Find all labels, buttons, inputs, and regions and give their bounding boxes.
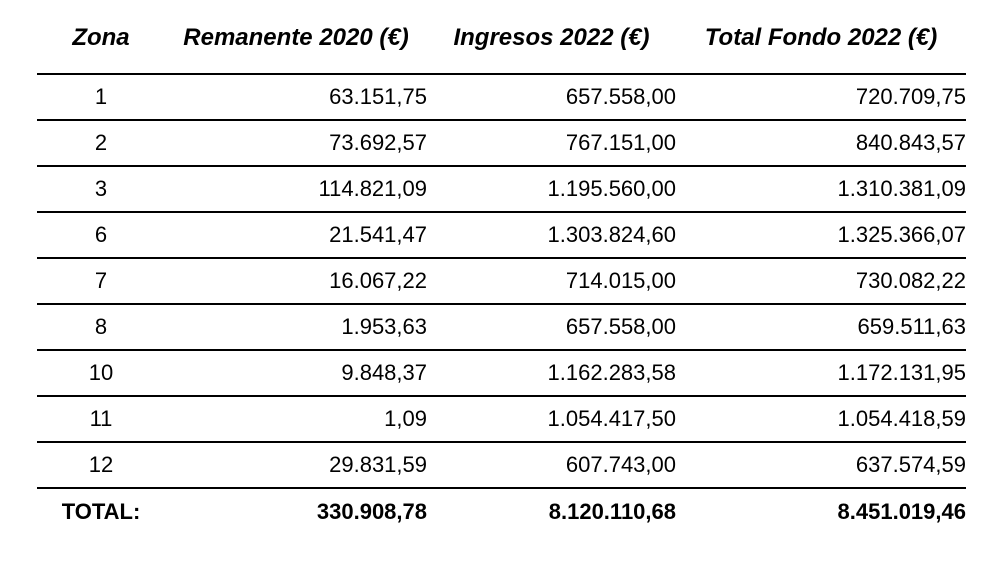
table-row: 10 9.848,37 1.162.283,58 1.172.131,95 — [37, 350, 966, 397]
table-row: 3 114.821,09 1.195.560,00 1.310.381,09 — [37, 166, 966, 213]
table-row: 8 1.953,63 657.558,00 659.511,63 — [37, 304, 966, 351]
table-row: 1 63.151,75 657.558,00 720.709,75 — [37, 74, 966, 121]
zona-cell: 3 — [37, 166, 165, 213]
total-remanente-cell: 330.908,78 — [316, 499, 427, 524]
table-row: 2 73.692,57 767.151,00 840.843,57 — [37, 120, 966, 167]
remanente-cell: 1.953,63 — [165, 304, 427, 351]
total-fondo-cell: 659.511,63 — [676, 304, 966, 351]
header-row: Zona Remanente 2020 (€) Ingresos 2022 (€… — [37, 2, 966, 75]
table-row: 6 21.541,47 1.303.824,60 1.325.366,07 — [37, 212, 966, 259]
ingresos-cell: 1.303.824,60 — [427, 212, 676, 259]
total-fondo-cell: 1.325.366,07 — [676, 212, 966, 259]
total-ingresos-cell: 8.120.110,68 — [548, 499, 676, 524]
header-remanente-2020: Remanente 2020 (€) — [165, 2, 427, 75]
ingresos-cell: 1.054.417,50 — [427, 396, 676, 443]
table-row: 7 16.067,22 714.015,00 730.082,22 — [37, 258, 966, 305]
table-row: 11 1,09 1.054.417,50 1.054.418,59 — [37, 396, 966, 443]
zona-cell: 2 — [37, 120, 165, 167]
ingresos-cell: 1.195.560,00 — [427, 166, 676, 213]
total-row: TOTAL: 330.908,78 8.120.110,68 8.451.019… — [37, 488, 966, 535]
table-row: 12 29.831,59 607.743,00 637.574,59 — [37, 442, 966, 489]
remanente-cell: 73.692,57 — [165, 120, 427, 167]
total-fondo-cell: 720.709,75 — [676, 74, 966, 121]
remanente-cell: 114.821,09 — [165, 166, 427, 213]
remanente-cell: 29.831,59 — [165, 442, 427, 489]
total-fondo-cell: 840.843,57 — [676, 120, 966, 167]
remanente-cell: 9.848,37 — [165, 350, 427, 397]
remanente-cell: 21.541,47 — [165, 212, 427, 259]
total-label: TOTAL: — [61, 499, 141, 524]
remanente-cell: 1,09 — [165, 396, 427, 443]
zona-cell: 10 — [37, 350, 165, 397]
ingresos-cell: 767.151,00 — [427, 120, 676, 167]
zona-cell: 6 — [37, 212, 165, 259]
zone-funds-table: Zona Remanente 2020 (€) Ingresos 2022 (€… — [37, 2, 966, 535]
table-body: 1 63.151,75 657.558,00 720.709,75 2 73.6… — [37, 74, 966, 535]
total-fondo-cell: 1.310.381,09 — [676, 166, 966, 213]
remanente-cell: 16.067,22 — [165, 258, 427, 305]
header-ingresos-2022: Ingresos 2022 (€) — [427, 2, 676, 75]
zona-cell: 1 — [37, 74, 165, 121]
total-fondo-cell: 1.054.418,59 — [676, 396, 966, 443]
remanente-cell: 63.151,75 — [165, 74, 427, 121]
ingresos-cell: 607.743,00 — [427, 442, 676, 489]
total-fondo-cell: 1.172.131,95 — [676, 350, 966, 397]
total-fondo-cell: 637.574,59 — [676, 442, 966, 489]
zona-cell: 7 — [37, 258, 165, 305]
ingresos-cell: 714.015,00 — [427, 258, 676, 305]
zona-cell: 11 — [37, 396, 165, 443]
table-header: Zona Remanente 2020 (€) Ingresos 2022 (€… — [37, 2, 966, 75]
header-zona: Zona — [37, 2, 165, 75]
zona-cell: 12 — [37, 442, 165, 489]
header-total-fondo-2022: Total Fondo 2022 (€) — [676, 2, 966, 75]
zona-cell: 8 — [37, 304, 165, 351]
total-fondo-total-cell: 8.451.019,46 — [837, 499, 966, 524]
ingresos-cell: 657.558,00 — [427, 74, 676, 121]
ingresos-cell: 1.162.283,58 — [427, 350, 676, 397]
ingresos-cell: 657.558,00 — [427, 304, 676, 351]
total-fondo-cell: 730.082,22 — [676, 258, 966, 305]
